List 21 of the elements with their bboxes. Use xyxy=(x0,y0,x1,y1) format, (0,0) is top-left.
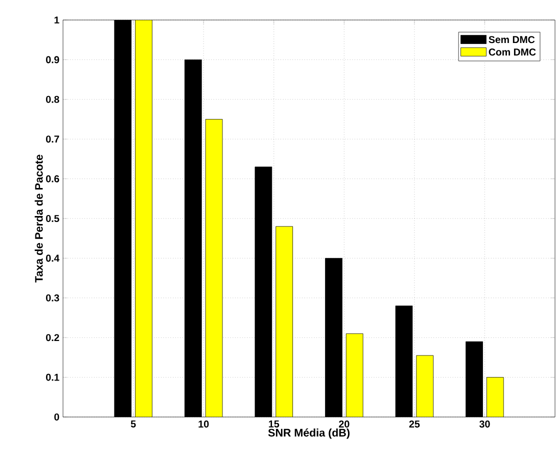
y-tick-label: 0.7 xyxy=(46,136,60,143)
y-axis-title: Taxa de Perda de Pacote xyxy=(34,154,43,283)
y-tick-label: 0.4 xyxy=(46,254,60,262)
x-tick-label: 20 xyxy=(338,420,350,428)
x-tick-label: 5 xyxy=(130,420,136,428)
y-tick-label: 0.2 xyxy=(46,334,60,342)
y-tick-label: 0.3 xyxy=(46,294,60,302)
y-tick-label: 0.9 xyxy=(46,56,60,64)
y-tick-label: 0.8 xyxy=(46,96,60,103)
x-tick-label: 25 xyxy=(409,420,420,428)
y-tick-label: 0.5 xyxy=(46,214,60,222)
x-axis-title: SNR Média (dB) xyxy=(268,428,350,439)
y-tick-label: 0 xyxy=(54,413,60,421)
y-tick-label: 1 xyxy=(54,16,60,24)
legend-label: Sem DMC xyxy=(488,36,535,44)
y-tick-label: 0.1 xyxy=(46,374,60,381)
y-tick-label: 0.6 xyxy=(46,175,60,182)
x-tick-label: 30 xyxy=(479,420,490,428)
legend-label: Com DMC xyxy=(488,48,536,56)
x-tick-label: 10 xyxy=(198,420,209,428)
x-tick-label: 15 xyxy=(268,420,280,428)
